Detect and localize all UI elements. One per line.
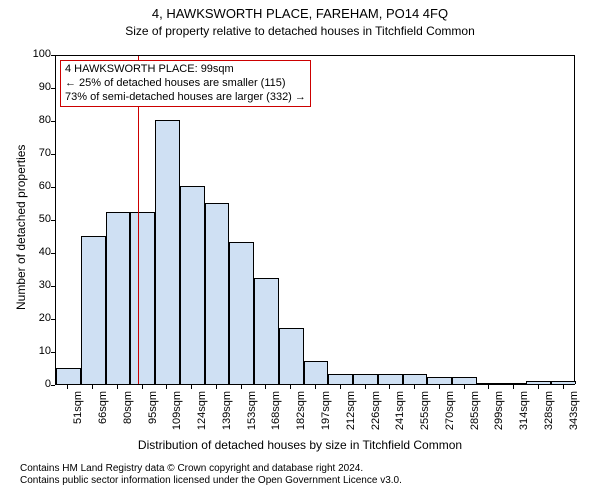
footnote-line-1: Contains HM Land Registry data © Crown c… (20, 463, 402, 475)
histogram-bar (254, 278, 279, 384)
histogram-bar (205, 203, 230, 385)
y-tick-mark (51, 352, 55, 353)
chart-subtitle: Size of property relative to detached ho… (0, 24, 600, 38)
chart-container: 4, HAWKSWORTH PLACE, FAREHAM, PO14 4FQ S… (0, 0, 600, 500)
y-tick-label: 100 (23, 48, 51, 60)
histogram-bar (106, 212, 131, 384)
annotation-line: 4 HAWKSWORTH PLACE: 99sqm (65, 63, 306, 77)
y-tick-mark (51, 154, 55, 155)
y-tick-label: 30 (23, 279, 51, 291)
x-tick-mark (67, 385, 68, 389)
x-tick-label: 343sqm (568, 391, 580, 431)
histogram-bar (378, 374, 403, 384)
histogram-bar (551, 381, 576, 384)
y-tick-mark (51, 88, 55, 89)
y-tick-label: 0 (23, 378, 51, 390)
x-tick-label: 95sqm (147, 391, 159, 431)
x-tick-mark (389, 385, 390, 389)
x-tick-mark (464, 385, 465, 389)
x-tick-mark (365, 385, 366, 389)
x-tick-label: 139sqm (221, 391, 233, 431)
histogram-bar (130, 212, 155, 384)
histogram-bar (279, 328, 304, 384)
footnote: Contains HM Land Registry data © Crown c… (20, 463, 402, 487)
annotation-line: ← 25% of detached houses are smaller (11… (65, 77, 306, 91)
annotation-box: 4 HAWKSWORTH PLACE: 99sqm← 25% of detach… (60, 60, 311, 107)
annotation-line: 73% of semi-detached houses are larger (… (65, 91, 306, 105)
histogram-bar (155, 120, 180, 384)
x-tick-mark (488, 385, 489, 389)
histogram-bar (477, 383, 502, 384)
histogram-bar (304, 361, 329, 384)
x-tick-mark (191, 385, 192, 389)
y-tick-mark (51, 286, 55, 287)
y-tick-label: 10 (23, 345, 51, 357)
x-tick-mark (538, 385, 539, 389)
y-tick-label: 50 (23, 213, 51, 225)
histogram-bar (180, 186, 205, 384)
y-tick-label: 40 (23, 246, 51, 258)
x-tick-mark (117, 385, 118, 389)
histogram-bar (502, 383, 527, 384)
y-tick-mark (51, 385, 55, 386)
x-tick-label: 255sqm (419, 391, 431, 431)
y-tick-mark (51, 121, 55, 122)
histogram-bar (427, 377, 452, 384)
x-tick-label: 328sqm (543, 391, 555, 431)
x-tick-label: 182sqm (295, 391, 307, 431)
x-tick-label: 80sqm (122, 391, 134, 431)
x-tick-label: 212sqm (345, 391, 357, 431)
histogram-bar (56, 368, 81, 385)
x-tick-label: 124sqm (196, 391, 208, 431)
chart-title: 4, HAWKSWORTH PLACE, FAREHAM, PO14 4FQ (0, 6, 600, 21)
x-tick-label: 66sqm (97, 391, 109, 431)
y-tick-label: 70 (23, 147, 51, 159)
x-tick-mark (290, 385, 291, 389)
histogram-bar (452, 377, 477, 384)
x-tick-label: 168sqm (270, 391, 282, 431)
x-tick-label: 241sqm (394, 391, 406, 431)
x-tick-mark (439, 385, 440, 389)
x-tick-label: 109sqm (171, 391, 183, 431)
x-tick-label: 299sqm (493, 391, 505, 431)
histogram-bar (81, 236, 106, 385)
histogram-bar (403, 374, 428, 384)
x-tick-mark (166, 385, 167, 389)
histogram-bar (526, 381, 551, 384)
y-tick-label: 90 (23, 81, 51, 93)
x-tick-mark (513, 385, 514, 389)
y-tick-mark (51, 55, 55, 56)
y-tick-label: 60 (23, 180, 51, 192)
y-tick-mark (51, 187, 55, 188)
y-tick-label: 80 (23, 114, 51, 126)
x-tick-label: 270sqm (444, 391, 456, 431)
x-tick-mark (216, 385, 217, 389)
x-tick-mark (142, 385, 143, 389)
y-tick-mark (51, 253, 55, 254)
x-tick-label: 285sqm (469, 391, 481, 431)
y-tick-mark (51, 319, 55, 320)
x-tick-mark (414, 385, 415, 389)
x-tick-mark (241, 385, 242, 389)
histogram-bar (353, 374, 378, 384)
x-tick-mark (265, 385, 266, 389)
x-tick-label: 153sqm (246, 391, 258, 431)
x-tick-mark (563, 385, 564, 389)
histogram-bar (328, 374, 353, 384)
y-tick-label: 20 (23, 312, 51, 324)
x-tick-label: 197sqm (320, 391, 332, 431)
x-tick-label: 51sqm (72, 391, 84, 431)
histogram-bar (229, 242, 254, 384)
x-tick-label: 314sqm (518, 391, 530, 431)
x-axis-label: Distribution of detached houses by size … (0, 438, 600, 452)
x-tick-mark (92, 385, 93, 389)
y-tick-mark (51, 220, 55, 221)
x-tick-mark (315, 385, 316, 389)
x-tick-mark (340, 385, 341, 389)
x-tick-label: 226sqm (370, 391, 382, 431)
footnote-line-2: Contains public sector information licen… (20, 475, 402, 487)
